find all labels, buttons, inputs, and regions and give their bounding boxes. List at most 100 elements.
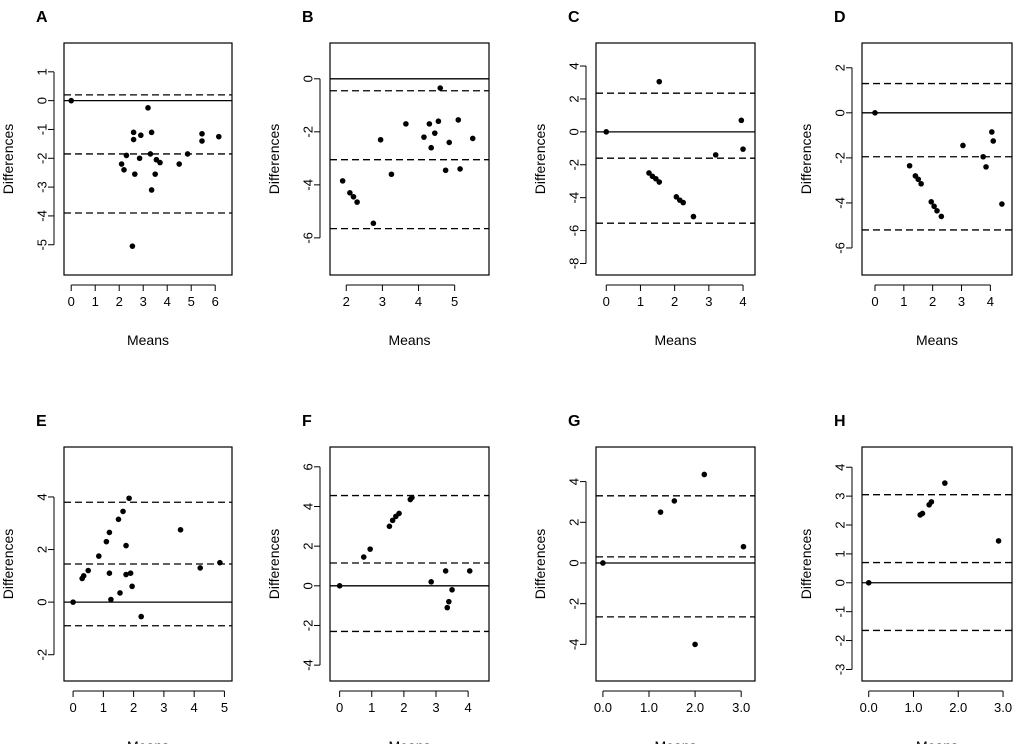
data-point-g xyxy=(740,543,747,550)
x-tick-label-f: 3 xyxy=(432,700,439,715)
data-point-e xyxy=(106,529,113,536)
panel-b: B 2 3 4 5 -6 -4 -2 0 Means Differences xyxy=(266,9,490,348)
data-point-f xyxy=(367,546,373,552)
panel-label-a: A xyxy=(36,9,48,26)
y-tick-label-a: -5 xyxy=(35,239,50,251)
plot-box-g xyxy=(595,446,756,682)
y-tick-label-e: 2 xyxy=(35,546,50,553)
data-point-e xyxy=(217,559,223,566)
panel-label-b: B xyxy=(302,9,314,26)
y-tick-label-b: -2 xyxy=(301,126,316,138)
data-point-d xyxy=(989,129,995,135)
data-point-f xyxy=(386,523,393,530)
y-tick-label-c: -4 xyxy=(567,192,582,204)
data-point-d xyxy=(990,138,997,144)
x-tick-label-g: 3.0 xyxy=(732,700,750,715)
y-tick-label-f: -2 xyxy=(301,620,316,632)
x-tick-label-e: 1 xyxy=(100,700,107,715)
y-tick-label-b: 0 xyxy=(301,75,316,82)
y-tick-label-a: 0 xyxy=(35,97,50,104)
panel-label-e: E xyxy=(36,413,47,430)
plot-box-c xyxy=(595,42,756,276)
x-tick-label-g: 2.0 xyxy=(686,700,704,715)
x-axis-title-d: Means xyxy=(916,332,958,348)
data-point-a xyxy=(129,243,136,249)
panel-h: H 0.0 1.0 2.0 3.0 -3 -2 -1 0 1 2 3 4 Means Differences xyxy=(798,413,1013,744)
panel-d: D 0 1 2 3 4 -6 -4 -2 0 2 Means Differences xyxy=(798,9,1013,348)
y-tick-label-f: 2 xyxy=(301,543,316,550)
data-point-a xyxy=(157,159,163,166)
data-point-a xyxy=(184,151,191,157)
data-point-e xyxy=(127,570,134,577)
data-point-a xyxy=(132,171,138,177)
y-tick-label-f: 6 xyxy=(301,463,316,470)
data-point-b xyxy=(354,199,360,205)
data-point-d xyxy=(980,153,986,160)
y-axis-title-a: Differences xyxy=(0,124,16,195)
y-tick-label-d: -6 xyxy=(833,242,848,254)
y-tick-label-g: -4 xyxy=(567,639,582,651)
x-tick-label-f: 0 xyxy=(336,700,343,715)
x-axis-title-b: Means xyxy=(388,332,430,348)
data-point-d xyxy=(983,164,989,170)
data-point-e xyxy=(117,590,123,596)
panel-c: C 0 1 2 3 4 -8 -6 -4 -2 0 2 4 Means Differences xyxy=(532,9,756,348)
y-tick-label-a: -3 xyxy=(35,181,50,193)
panel-label-g: G xyxy=(568,413,580,430)
y-tick-label-g: -2 xyxy=(567,598,582,610)
data-point-e xyxy=(120,508,126,515)
data-point-e xyxy=(197,565,204,571)
x-tick-label-h: 1.0 xyxy=(904,700,922,715)
data-point-b xyxy=(455,117,462,123)
data-point-d xyxy=(928,198,935,205)
data-point-b xyxy=(347,190,353,196)
data-point-c xyxy=(656,78,663,85)
data-point-f xyxy=(444,604,451,611)
y-tick-label-b: -6 xyxy=(301,232,316,244)
data-point-b xyxy=(437,85,444,91)
x-tick-label-a: 6 xyxy=(212,294,219,309)
data-point-b xyxy=(457,166,463,172)
data-point-f xyxy=(389,517,396,524)
x-tick-label-b: 3 xyxy=(379,294,386,309)
data-point-a xyxy=(199,130,205,137)
data-point-a xyxy=(152,171,158,177)
plot-box-f xyxy=(329,446,490,682)
data-point-f xyxy=(428,579,434,585)
y-axis-title-h: Differences xyxy=(798,529,814,600)
data-point-c xyxy=(690,213,697,220)
y-tick-label-h: -3 xyxy=(833,664,848,676)
y-tick-label-e: 4 xyxy=(35,493,50,500)
data-point-a xyxy=(136,155,143,162)
data-point-g xyxy=(671,498,678,504)
x-tick-label-a: 2 xyxy=(116,294,123,309)
data-point-c xyxy=(656,179,663,185)
data-point-b xyxy=(388,171,395,178)
y-axis-title-f: Differences xyxy=(266,529,282,600)
x-tick-label-c: 3 xyxy=(705,294,712,309)
data-point-e xyxy=(106,570,113,577)
y-tick-label-b: -4 xyxy=(301,179,316,191)
data-point-a xyxy=(199,138,205,144)
x-tick-label-b: 4 xyxy=(415,294,422,309)
data-point-a xyxy=(130,129,137,136)
y-tick-label-c: -8 xyxy=(567,258,582,270)
x-tick-label-g: 0.0 xyxy=(594,700,612,715)
panel-label-f: F xyxy=(302,413,312,430)
y-tick-label-g: 4 xyxy=(567,478,582,485)
x-tick-label-a: 5 xyxy=(188,294,195,309)
panel-label-h: H xyxy=(834,413,846,430)
plot-box-h xyxy=(861,446,1013,682)
data-point-h xyxy=(865,579,872,586)
y-tick-label-c: 2 xyxy=(567,95,582,102)
y-axis-title-g: Differences xyxy=(532,529,548,600)
data-point-g xyxy=(657,509,664,515)
data-point-c xyxy=(738,117,745,124)
y-tick-label-a: -2 xyxy=(35,152,50,164)
data-point-b xyxy=(403,121,409,127)
data-point-e xyxy=(126,495,132,502)
x-tick-label-c: 4 xyxy=(739,294,746,309)
x-tick-label-h: 3.0 xyxy=(994,700,1012,715)
data-point-e xyxy=(138,613,144,620)
